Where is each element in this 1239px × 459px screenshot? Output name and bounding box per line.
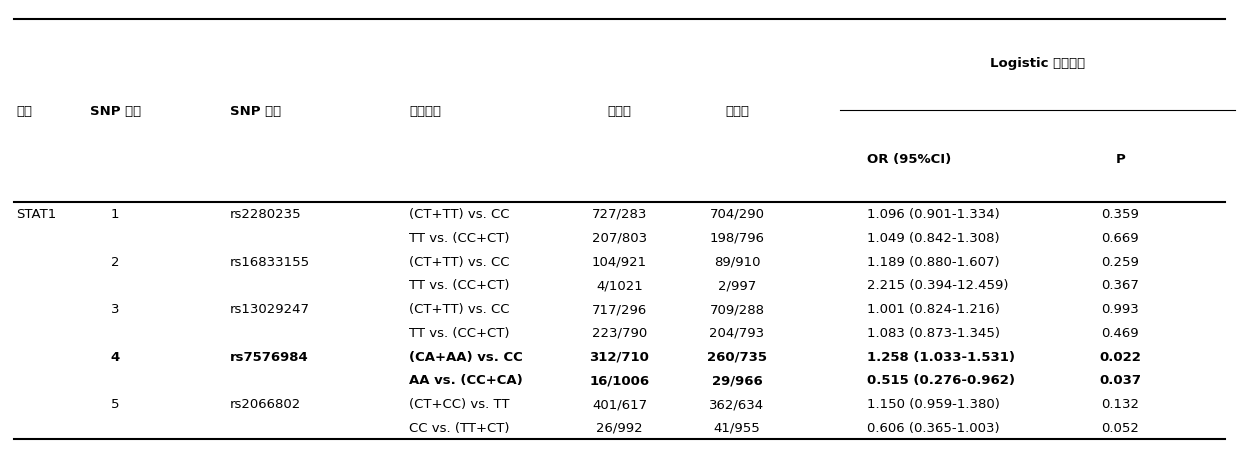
Text: 16/1006: 16/1006 (590, 374, 649, 386)
Text: 0.359: 0.359 (1101, 207, 1139, 220)
Text: 1.049 (0.842-1.308): 1.049 (0.842-1.308) (867, 231, 1000, 244)
Text: 0.052: 0.052 (1101, 421, 1139, 434)
Text: TT vs. (CC+CT): TT vs. (CC+CT) (409, 326, 509, 339)
Text: 207/803: 207/803 (592, 231, 647, 244)
Text: 5: 5 (110, 397, 119, 410)
Text: 4: 4 (110, 350, 120, 363)
Text: 1.189 (0.880-1.607): 1.189 (0.880-1.607) (867, 255, 1000, 268)
Text: 709/288: 709/288 (710, 302, 764, 315)
Text: 41/955: 41/955 (714, 421, 761, 434)
Text: rs13029247: rs13029247 (230, 302, 310, 315)
Text: 0.469: 0.469 (1101, 326, 1139, 339)
Text: rs16833155: rs16833155 (230, 255, 310, 268)
Text: 2/997: 2/997 (717, 279, 756, 291)
Text: TT vs. (CC+CT): TT vs. (CC+CT) (409, 231, 509, 244)
Text: OR (95%CI): OR (95%CI) (867, 152, 952, 165)
Text: 717/296: 717/296 (592, 302, 647, 315)
Text: 2: 2 (110, 255, 119, 268)
Text: (CA+AA) vs. CC: (CA+AA) vs. CC (409, 350, 523, 363)
Text: 0.606 (0.365-1.003): 0.606 (0.365-1.003) (867, 421, 1000, 434)
Text: (CT+TT) vs. CC: (CT+TT) vs. CC (409, 302, 509, 315)
Text: rs7576984: rs7576984 (230, 350, 309, 363)
Text: 223/790: 223/790 (592, 326, 647, 339)
Text: SNP 编号: SNP 编号 (230, 104, 281, 118)
Text: 362/634: 362/634 (710, 397, 764, 410)
Text: 29/966: 29/966 (711, 374, 762, 386)
Text: 0.669: 0.669 (1101, 231, 1139, 244)
Text: 198/796: 198/796 (710, 231, 764, 244)
Text: 遗传模型: 遗传模型 (409, 104, 441, 118)
Text: (CT+TT) vs. CC: (CT+TT) vs. CC (409, 207, 509, 220)
Text: 2.215 (0.394-12.459): 2.215 (0.394-12.459) (867, 279, 1009, 291)
Text: 260/735: 260/735 (707, 350, 767, 363)
Text: 0.993: 0.993 (1101, 302, 1139, 315)
Text: 0.515 (0.276-0.962): 0.515 (0.276-0.962) (867, 374, 1015, 386)
Text: 0.259: 0.259 (1101, 255, 1139, 268)
Text: 3: 3 (110, 302, 119, 315)
Text: 0.367: 0.367 (1101, 279, 1139, 291)
Text: 对照组: 对照组 (725, 104, 748, 118)
Text: rs2280235: rs2280235 (230, 207, 302, 220)
Text: 1.258 (1.033-1.531): 1.258 (1.033-1.531) (867, 350, 1015, 363)
Text: 0.132: 0.132 (1101, 397, 1139, 410)
Text: 4/1021: 4/1021 (596, 279, 643, 291)
Text: 104/921: 104/921 (592, 255, 647, 268)
Text: 89/910: 89/910 (714, 255, 761, 268)
Text: 704/290: 704/290 (710, 207, 764, 220)
Text: 1.150 (0.959-1.380): 1.150 (0.959-1.380) (867, 397, 1000, 410)
Text: 727/283: 727/283 (592, 207, 647, 220)
Text: P: P (1115, 152, 1125, 165)
Text: SNP 序号: SNP 序号 (89, 104, 141, 118)
Text: TT vs. (CC+CT): TT vs. (CC+CT) (409, 279, 509, 291)
Text: 基因: 基因 (16, 104, 32, 118)
Text: 0.037: 0.037 (1099, 374, 1141, 386)
Text: CC vs. (TT+CT): CC vs. (TT+CT) (409, 421, 509, 434)
Text: STAT1: STAT1 (16, 207, 57, 220)
Text: 结核组: 结核组 (607, 104, 632, 118)
Text: 312/710: 312/710 (590, 350, 649, 363)
Text: 1.096 (0.901-1.334): 1.096 (0.901-1.334) (867, 207, 1000, 220)
Text: 1.001 (0.824-1.216): 1.001 (0.824-1.216) (867, 302, 1000, 315)
Text: rs2066802: rs2066802 (230, 397, 301, 410)
Text: (CT+TT) vs. CC: (CT+TT) vs. CC (409, 255, 509, 268)
Text: AA vs. (CC+CA): AA vs. (CC+CA) (409, 374, 523, 386)
Text: 1.083 (0.873-1.345): 1.083 (0.873-1.345) (867, 326, 1000, 339)
Text: 401/617: 401/617 (592, 397, 647, 410)
Text: (CT+CC) vs. TT: (CT+CC) vs. TT (409, 397, 509, 410)
Text: 204/793: 204/793 (710, 326, 764, 339)
Text: 0.022: 0.022 (1099, 350, 1141, 363)
Text: 1: 1 (110, 207, 119, 220)
Text: Logistic 回归分析: Logistic 回归分析 (990, 56, 1085, 69)
Text: 26/992: 26/992 (596, 421, 643, 434)
